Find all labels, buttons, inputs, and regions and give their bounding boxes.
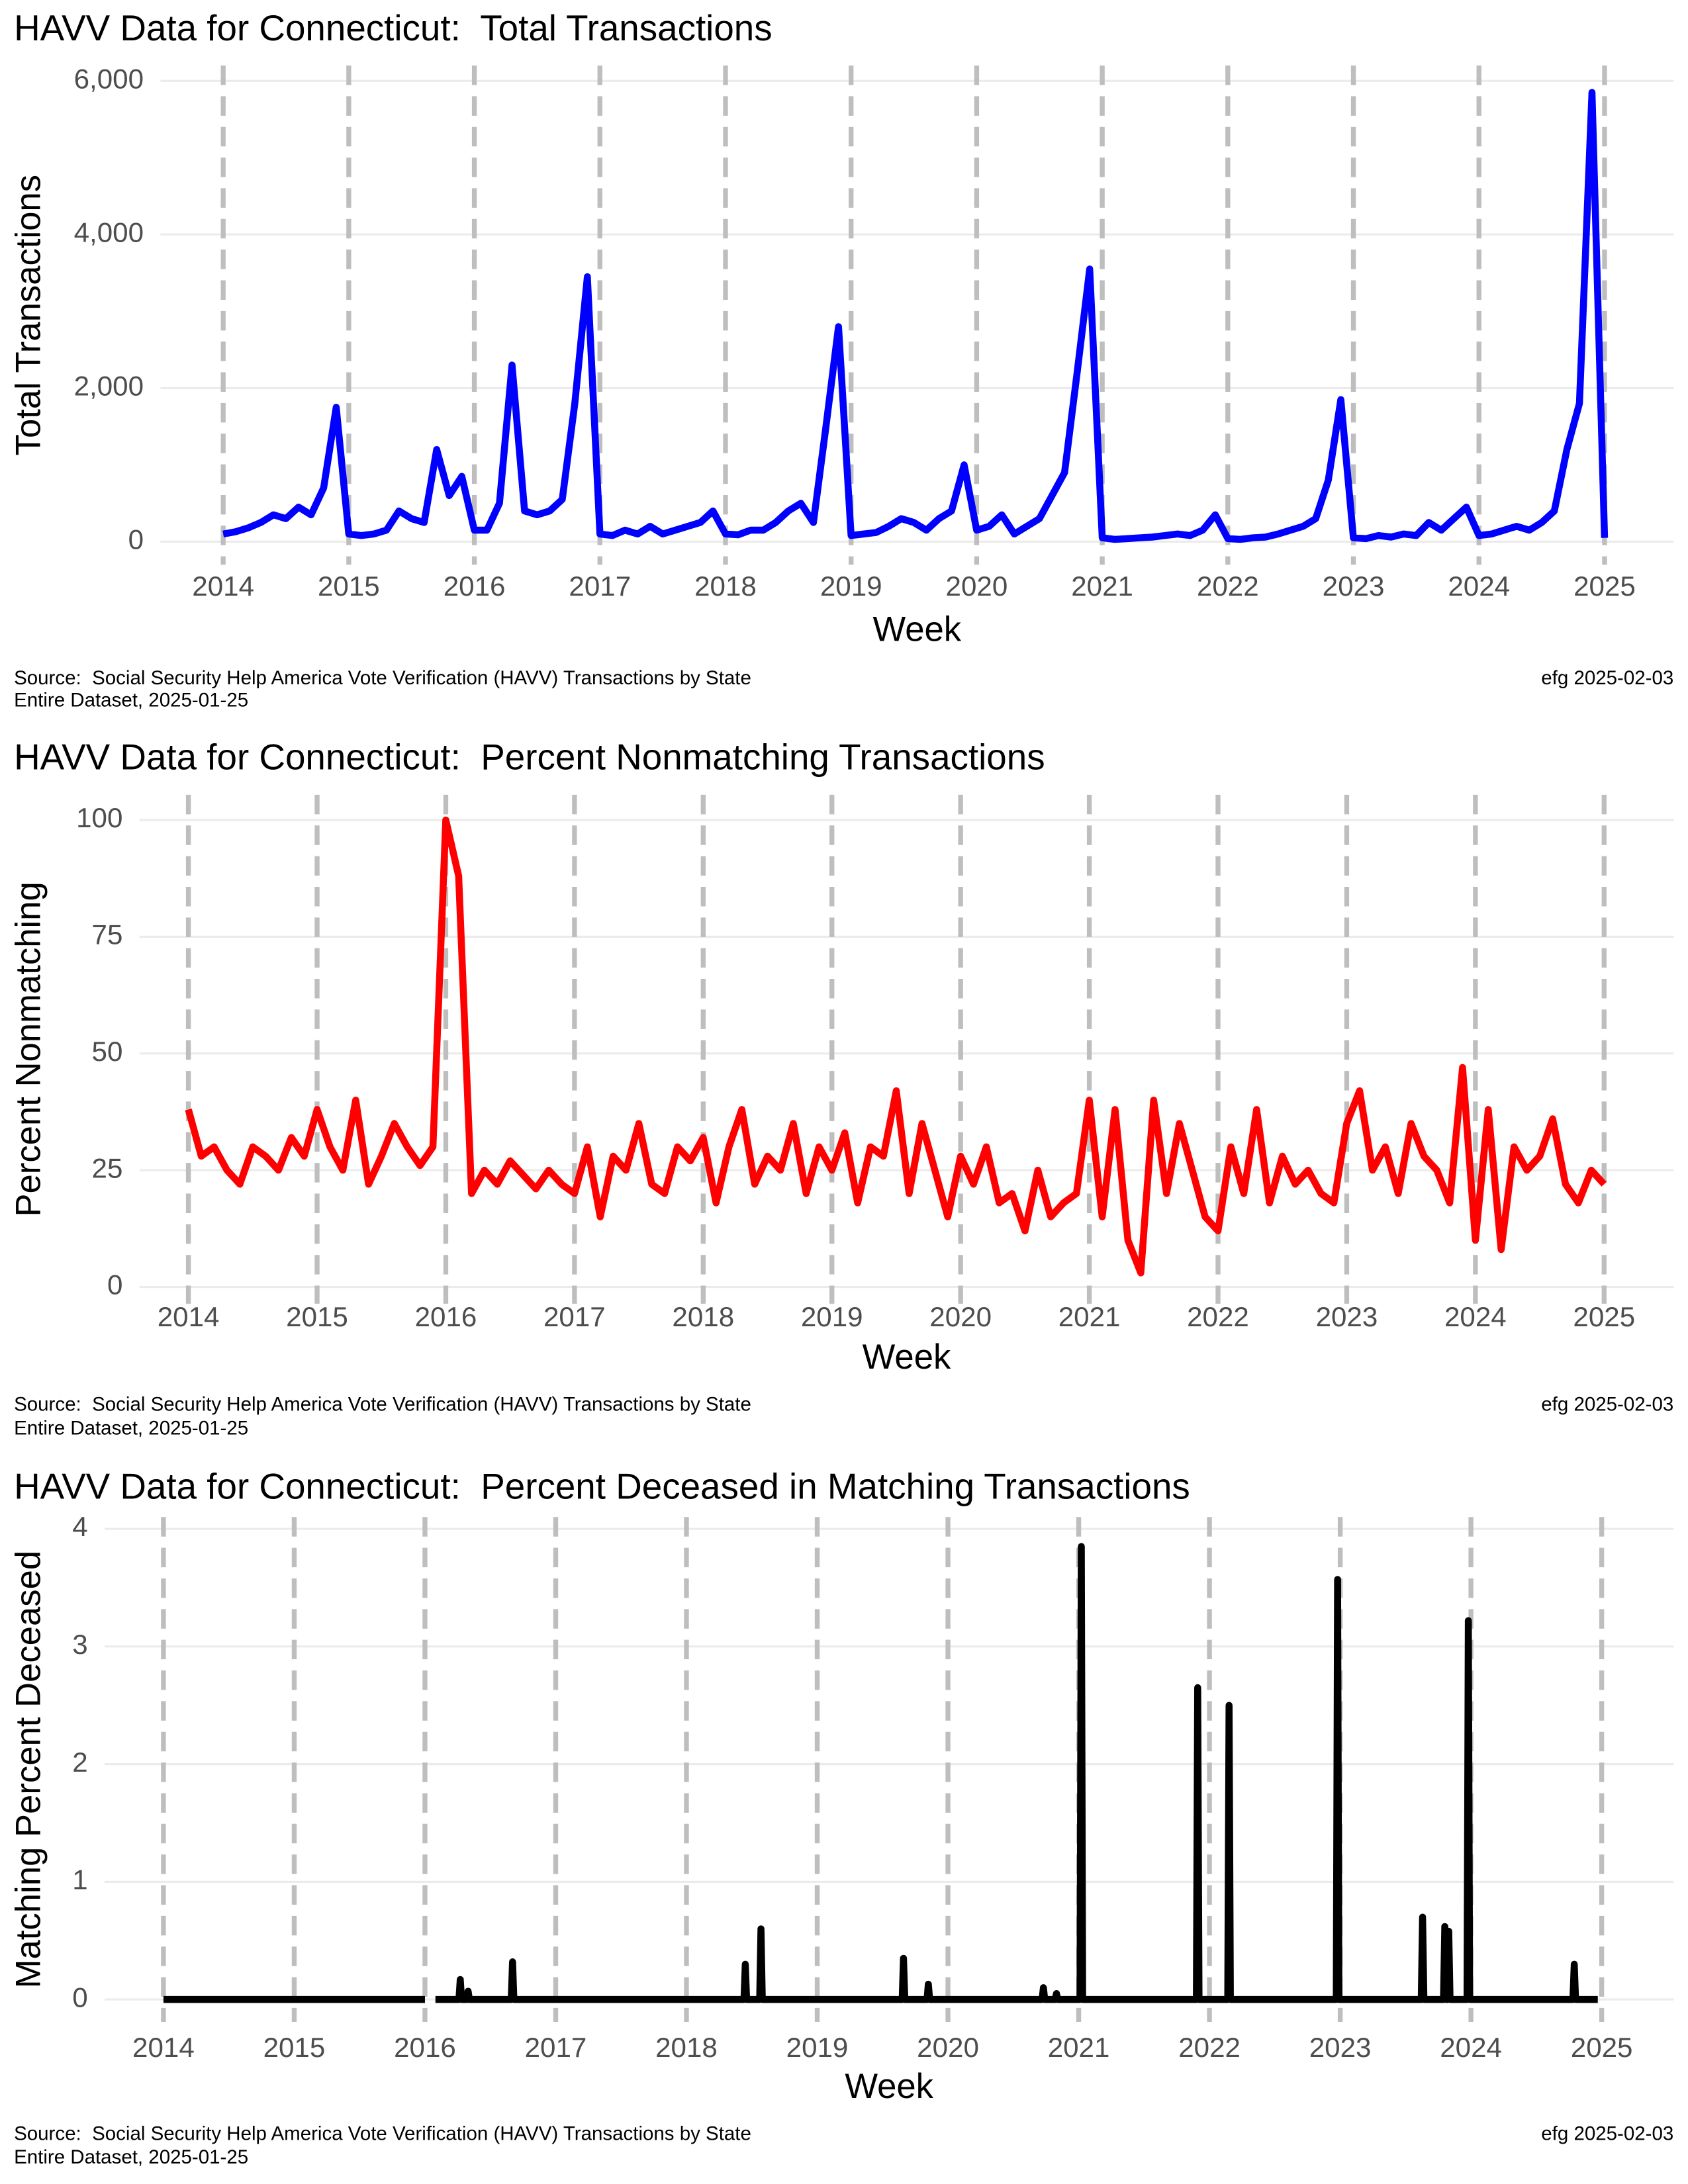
chart-title: HAVV Data for Connecticut: Percent Decea…: [14, 1466, 1190, 1507]
x-tick-label: 2023: [1323, 570, 1385, 602]
x-tick-label: 2018: [672, 1301, 734, 1332]
y-tick-label: 6,000: [74, 63, 144, 94]
x-tick-label: 2025: [1573, 1301, 1635, 1332]
source-note: Entire Dataset, 2025-01-25: [14, 690, 248, 711]
y-tick-label: 3: [72, 1629, 87, 1660]
x-tick-label: 2014: [132, 2032, 195, 2063]
x-tick-label: 2015: [263, 2032, 326, 2063]
x-tick-label: 2021: [1071, 570, 1133, 602]
y-axis-title: Matching Percent Deceased: [9, 1551, 48, 1989]
x-tick-label: 2016: [444, 570, 506, 602]
x-tick-label: 2019: [820, 570, 882, 602]
x-tick-label: 2024: [1448, 570, 1510, 602]
source-note: Source: Social Security Help America Vot…: [14, 1394, 751, 1416]
x-tick-label: 2019: [786, 2032, 849, 2063]
source-note: Entire Dataset, 2025-01-25: [14, 1417, 248, 1439]
x-tick-label: 2014: [158, 1301, 220, 1332]
y-tick-label: 2: [72, 1747, 87, 1778]
stamp: efg 2025-02-03: [1541, 667, 1673, 689]
x-tick-label: 2025: [1573, 570, 1636, 602]
x-tick-label: 2020: [917, 2032, 979, 2063]
x-tick-label: 2017: [525, 2032, 587, 2063]
x-tick-label: 2018: [655, 2032, 718, 2063]
y-tick-label: 75: [92, 919, 123, 950]
stamp: efg 2025-02-03: [1541, 2122, 1673, 2144]
x-tick-label: 2022: [1197, 570, 1259, 602]
y-axis-title: Total Transactions: [9, 175, 48, 455]
x-tick-label: 2016: [415, 1301, 477, 1332]
y-tick-label: 0: [72, 1981, 87, 2013]
x-tick-label: 2019: [801, 1301, 863, 1332]
chart-title: HAVV Data for Connecticut: Percent Nonma…: [14, 737, 1045, 778]
x-tick-label: 2021: [1058, 1301, 1121, 1332]
source-note: Source: Social Security Help America Vot…: [14, 667, 751, 689]
x-tick-label: 2024: [1440, 2032, 1502, 2063]
x-tick-label: 2022: [1178, 2032, 1241, 2063]
source-note: Entire Dataset, 2025-01-25: [14, 2146, 248, 2168]
chart-title: HAVV Data for Connecticut: Total Transac…: [14, 7, 773, 48]
data-line: [222, 89, 1609, 543]
x-tick-label: 2021: [1048, 2032, 1110, 2063]
y-tick-label: 50: [92, 1036, 123, 1067]
x-tick-label: 2015: [318, 570, 380, 602]
data-line: [185, 816, 1607, 1277]
x-tick-label: 2023: [1316, 1301, 1378, 1332]
stamp: efg 2025-02-03: [1541, 1394, 1673, 1416]
y-tick-label: 0: [107, 1269, 122, 1300]
x-tick-label: 2015: [286, 1301, 348, 1332]
y-tick-label: 25: [92, 1152, 123, 1183]
y-tick-label: 100: [76, 802, 122, 833]
y-tick-label: 0: [128, 524, 144, 555]
x-tick-label: 2024: [1444, 1301, 1507, 1332]
x-tick-label: 2014: [192, 570, 254, 602]
y-axis-title: Percent Nonmatching: [9, 882, 48, 1216]
y-tick-label: 1: [72, 1864, 87, 1895]
x-axis-title: Week: [845, 2067, 933, 2106]
x-tick-label: 2016: [394, 2032, 456, 2063]
x-tick-label: 2022: [1187, 1301, 1249, 1332]
x-tick-label: 2023: [1309, 2032, 1372, 2063]
y-tick-label: 2,000: [74, 371, 144, 402]
x-tick-label: 2017: [543, 1301, 606, 1332]
y-tick-label: 4,000: [74, 216, 144, 248]
x-tick-label: 2017: [569, 570, 631, 602]
y-tick-label: 4: [72, 1511, 87, 1542]
x-axis-title: Week: [863, 1338, 951, 1377]
x-tick-label: 2020: [929, 1301, 992, 1332]
x-tick-label: 2018: [694, 570, 757, 602]
source-note: Source: Social Security Help America Vot…: [14, 2122, 751, 2144]
x-tick-label: 2025: [1571, 2032, 1633, 2063]
x-tick-label: 2020: [946, 570, 1008, 602]
data-line: [163, 1543, 1598, 2003]
x-axis-title: Week: [872, 610, 961, 649]
